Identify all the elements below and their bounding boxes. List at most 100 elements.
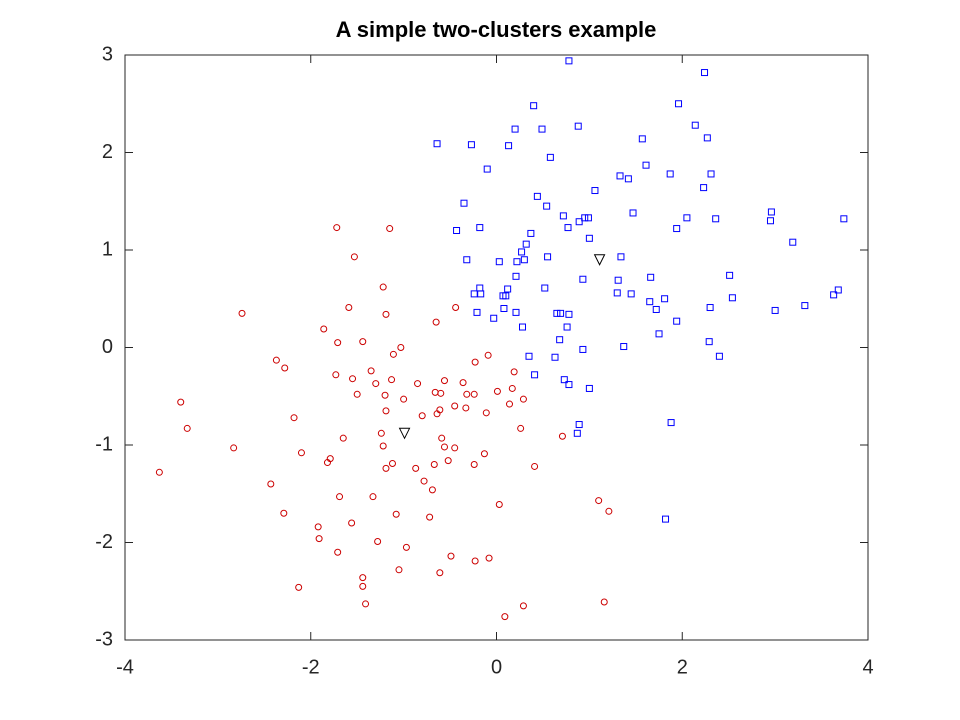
y-tick-label: 0	[102, 336, 113, 358]
point	[353, 390, 361, 398]
point	[673, 317, 681, 325]
point	[531, 462, 539, 470]
point	[430, 461, 438, 468]
x-tick-label: 0	[491, 656, 502, 678]
point	[522, 240, 530, 248]
point	[506, 400, 514, 408]
y-tick-label: -3	[95, 628, 113, 650]
point	[451, 402, 459, 410]
point	[428, 486, 436, 494]
point	[339, 434, 347, 442]
point	[715, 352, 723, 360]
point	[177, 398, 185, 406]
y-tick-label: -2	[95, 531, 113, 553]
point	[392, 510, 400, 518]
point	[771, 306, 779, 314]
y-tick-label: 1	[102, 238, 113, 260]
point	[315, 535, 323, 543]
point	[379, 283, 387, 291]
point	[700, 184, 708, 192]
point	[581, 214, 589, 222]
point	[500, 305, 508, 312]
point	[414, 380, 422, 388]
point	[573, 429, 581, 437]
point	[565, 310, 573, 318]
point	[418, 412, 426, 420]
point	[381, 391, 389, 399]
point	[470, 461, 478, 468]
point	[334, 339, 342, 347]
point	[531, 371, 539, 379]
point	[379, 442, 387, 450]
point	[556, 336, 564, 344]
point	[629, 209, 637, 217]
point	[605, 507, 613, 515]
point	[563, 323, 571, 331]
point	[402, 543, 410, 551]
point	[530, 102, 538, 110]
point	[616, 172, 624, 180]
point	[614, 276, 622, 284]
point	[400, 395, 408, 403]
point	[350, 253, 358, 261]
point	[440, 377, 448, 385]
point	[453, 227, 461, 234]
point	[480, 450, 488, 458]
point	[647, 273, 655, 281]
point	[332, 371, 340, 379]
point	[585, 384, 593, 392]
point	[533, 192, 541, 200]
point	[661, 295, 669, 303]
point	[840, 215, 848, 223]
point	[705, 338, 713, 346]
point	[433, 140, 441, 148]
x-tick-label: 4	[862, 656, 873, 678]
point	[519, 602, 527, 610]
point	[272, 356, 280, 364]
point	[470, 390, 478, 398]
point	[801, 302, 809, 310]
point	[482, 409, 490, 417]
point	[579, 345, 587, 353]
point	[502, 292, 510, 300]
point	[451, 444, 459, 452]
point	[600, 598, 608, 606]
point	[504, 285, 512, 293]
point	[559, 212, 567, 220]
point	[280, 509, 288, 517]
point	[372, 380, 380, 388]
point	[426, 513, 434, 521]
point	[834, 286, 842, 294]
centroid	[593, 254, 606, 266]
point	[334, 548, 342, 556]
point	[367, 367, 375, 375]
point	[728, 294, 736, 302]
point	[585, 234, 593, 242]
point	[520, 256, 528, 264]
point	[527, 229, 535, 237]
point	[369, 493, 377, 501]
point	[389, 350, 397, 358]
point	[620, 343, 628, 351]
point	[642, 161, 650, 169]
point	[712, 215, 720, 223]
point	[505, 142, 513, 150]
point	[508, 384, 516, 392]
point	[701, 69, 709, 77]
point	[462, 404, 470, 412]
point	[476, 224, 484, 232]
point	[789, 238, 797, 246]
point	[666, 170, 674, 178]
point	[565, 381, 573, 389]
point	[707, 170, 715, 178]
point	[477, 290, 485, 298]
point	[374, 538, 382, 546]
point	[574, 122, 582, 130]
point	[513, 258, 521, 266]
point	[436, 569, 444, 577]
point	[655, 330, 663, 338]
point	[595, 497, 603, 505]
y-tick-label: 3	[102, 43, 113, 65]
point	[575, 421, 583, 429]
